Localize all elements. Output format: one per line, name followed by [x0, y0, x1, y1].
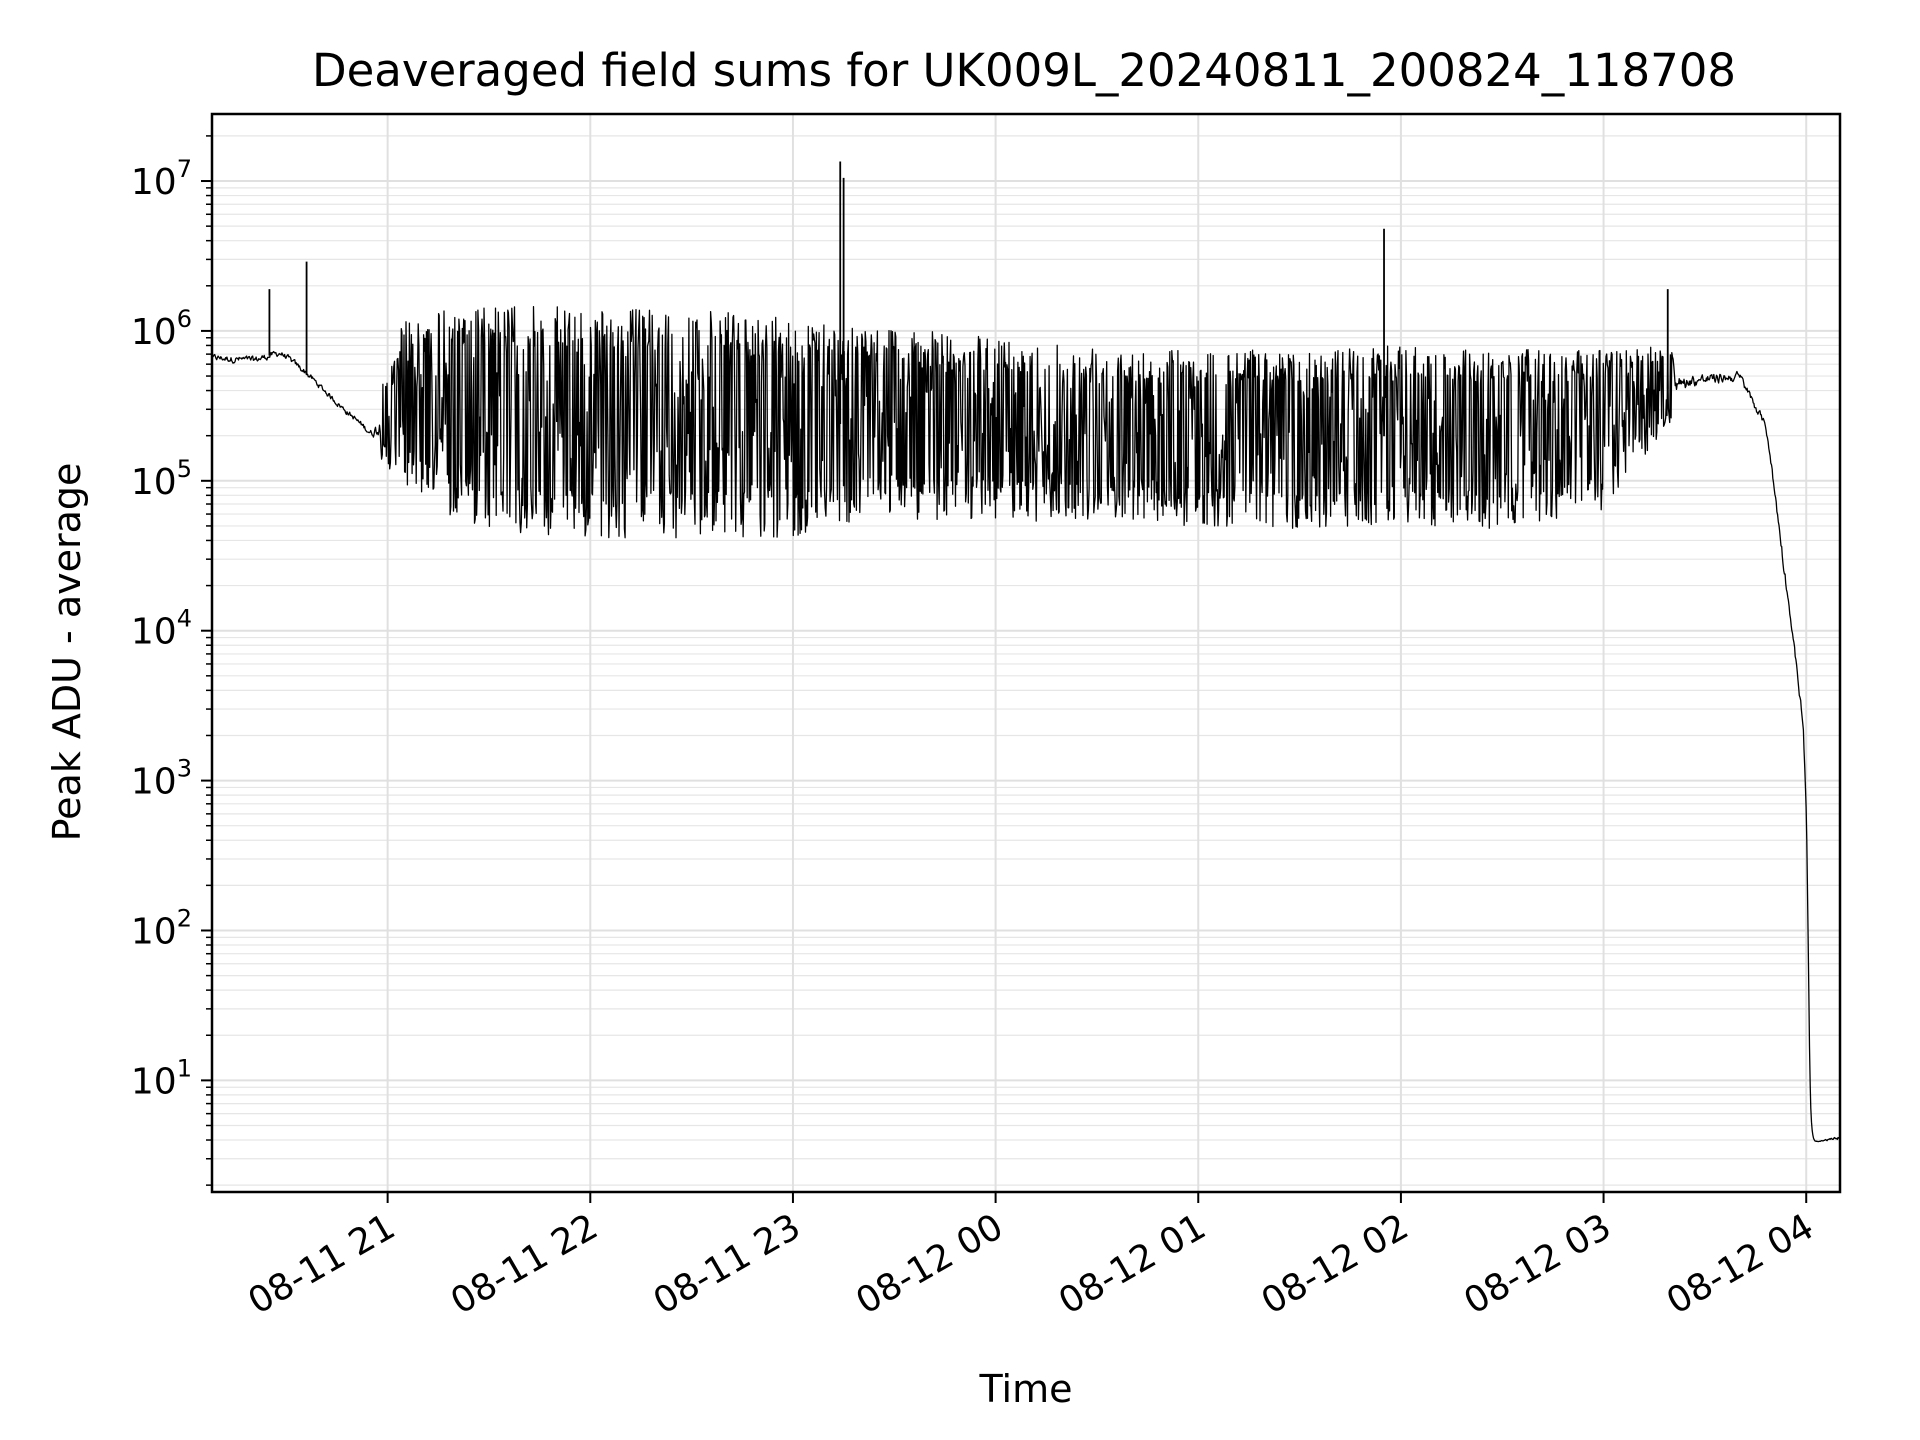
y-tick-label: 106	[131, 305, 192, 353]
y-axis-label: Peak ADU - average	[45, 463, 89, 842]
grid	[212, 114, 1840, 1192]
series-line	[211, 161, 1841, 1143]
y-tick-label: 104	[131, 605, 192, 653]
y-tick-label: 107	[131, 155, 192, 203]
y-tick-label: 102	[131, 904, 192, 952]
y-tick-label: 103	[131, 755, 192, 803]
y-axis: 101 102 103 104 105 106 107	[131, 135, 212, 1186]
y-tick-label: 105	[131, 455, 192, 503]
series-path	[211, 306, 1841, 1143]
chart-title: Deaveraged field sums for UK009L_2024081…	[312, 44, 1736, 97]
plot-frame	[210, 112, 1842, 1194]
x-axis-label: Time	[979, 1367, 1073, 1411]
y-tick-label: 101	[131, 1054, 192, 1102]
